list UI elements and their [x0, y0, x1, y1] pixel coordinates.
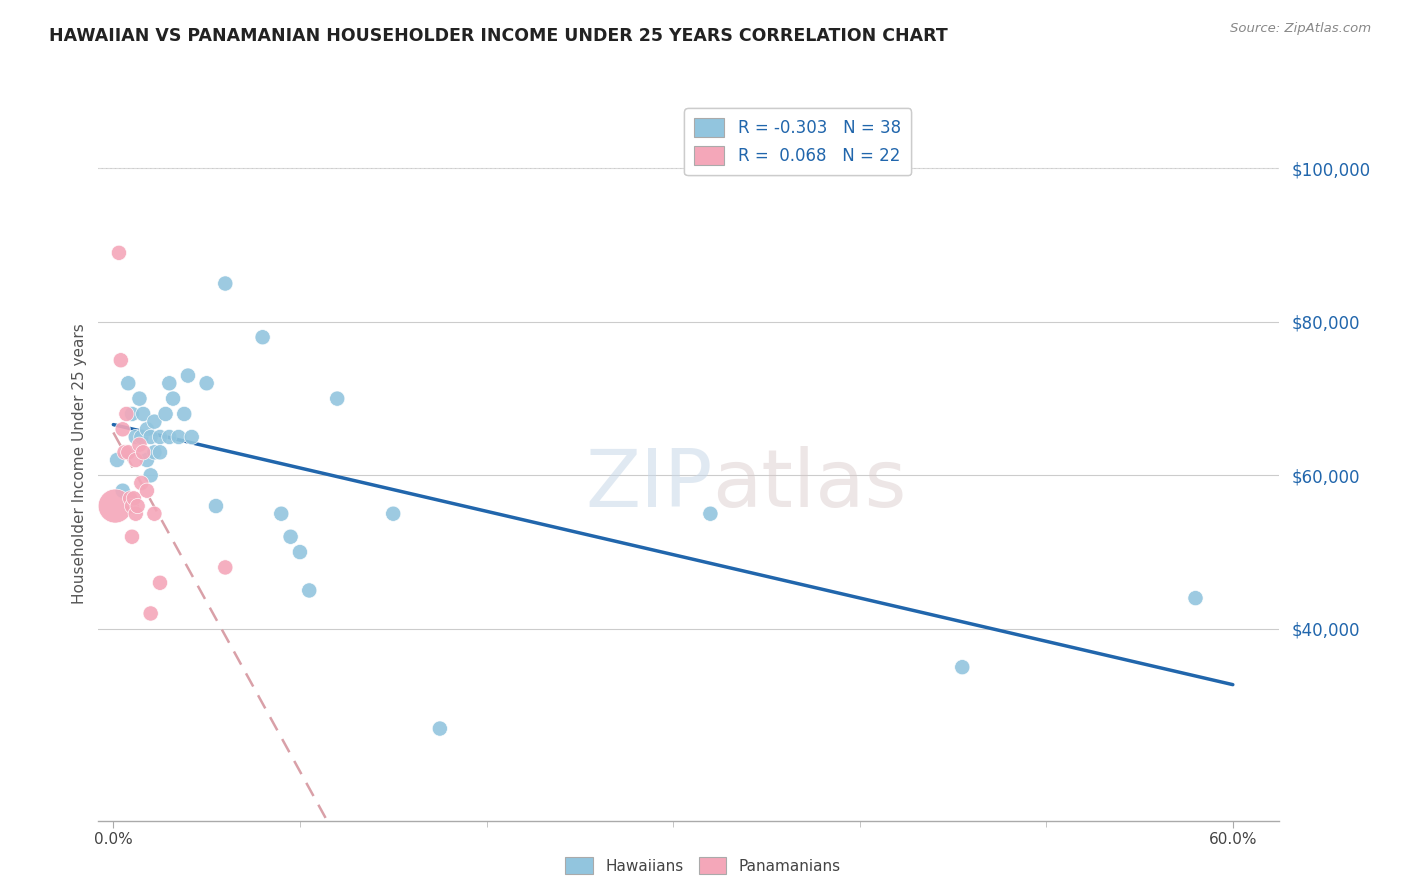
Point [162, 392, 184, 406]
Point [110, 353, 132, 368]
Point [139, 430, 162, 444]
Point [128, 437, 150, 451]
Point [128, 392, 150, 406]
Point [429, 722, 451, 736]
Point [699, 507, 721, 521]
Text: Source: ZipAtlas.com: Source: ZipAtlas.com [1230, 22, 1371, 36]
Point [120, 491, 142, 506]
Point [111, 422, 134, 436]
Point [121, 407, 143, 421]
Point [132, 445, 155, 459]
Point [177, 368, 200, 383]
Y-axis label: Householder Income Under 25 years: Householder Income Under 25 years [72, 324, 87, 604]
Point [139, 607, 162, 621]
Point [121, 499, 143, 513]
Point [114, 445, 136, 459]
Point [117, 445, 139, 459]
Point [157, 376, 180, 391]
Point [104, 499, 127, 513]
Point [298, 583, 321, 598]
Point [143, 507, 166, 521]
Point [136, 422, 159, 436]
Point [111, 483, 134, 498]
Legend: R = -0.303   N = 38, R =  0.068   N = 22: R = -0.303 N = 38, R = 0.068 N = 22 [685, 108, 911, 175]
Point [136, 453, 159, 467]
Point [173, 407, 195, 421]
Point [143, 415, 166, 429]
Point [143, 445, 166, 459]
Point [149, 575, 172, 590]
Point [382, 507, 405, 521]
Point [167, 430, 190, 444]
Point [157, 430, 180, 444]
Legend: Hawaiians, Panamanians: Hawaiians, Panamanians [560, 851, 846, 880]
Point [214, 560, 236, 574]
Point [326, 392, 349, 406]
Point [132, 407, 155, 421]
Point [115, 407, 138, 421]
Point [252, 330, 274, 344]
Point [105, 453, 128, 467]
Point [131, 476, 153, 491]
Text: ZIP: ZIP [585, 446, 713, 524]
Point [280, 530, 302, 544]
Point [108, 245, 131, 260]
Point [205, 499, 228, 513]
Text: HAWAIIAN VS PANAMANIAN HOUSEHOLDER INCOME UNDER 25 YEARS CORRELATION CHART: HAWAIIAN VS PANAMANIAN HOUSEHOLDER INCOM… [49, 27, 948, 45]
Point [1184, 591, 1206, 606]
Point [195, 376, 218, 391]
Point [127, 499, 149, 513]
Point [288, 545, 311, 559]
Point [950, 660, 973, 674]
Point [270, 507, 292, 521]
Point [131, 430, 153, 444]
Point [149, 430, 172, 444]
Point [117, 376, 139, 391]
Point [155, 407, 177, 421]
Point [149, 445, 172, 459]
Point [139, 468, 162, 483]
Point [125, 453, 148, 467]
Point [121, 530, 143, 544]
Text: atlas: atlas [713, 446, 907, 524]
Point [214, 277, 236, 291]
Point [125, 507, 148, 521]
Point [122, 491, 145, 506]
Point [136, 483, 159, 498]
Point [180, 430, 202, 444]
Point [125, 430, 148, 444]
